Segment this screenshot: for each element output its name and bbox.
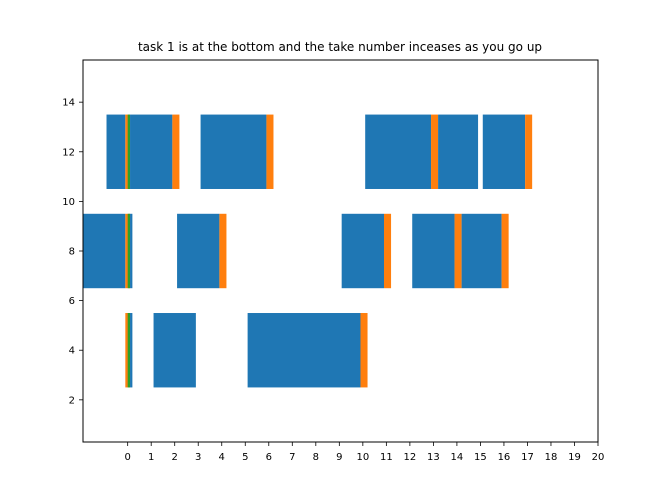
y-tick-label: 14 [62, 98, 75, 109]
x-tick-label: 0 [124, 452, 130, 463]
task-3-segment-1 [106, 114, 126, 189]
y-tick-label: 12 [62, 147, 75, 158]
x-tick-label: 14 [451, 452, 464, 463]
x-tick-label: 17 [521, 452, 534, 463]
task-3-segment-9 [431, 114, 439, 189]
x-tick-label: 10 [356, 452, 369, 463]
y-tick-label: 4 [69, 346, 75, 357]
x-tick-label: 18 [545, 452, 558, 463]
x-tick-label: 1 [148, 452, 154, 463]
chart-title: task 1 is at the bottom and the take num… [138, 40, 542, 54]
x-tick-label: 16 [498, 452, 511, 463]
x-tick-label: 12 [404, 452, 417, 463]
task-2-segment-3 [127, 213, 131, 289]
y-axis: 2 4 6 8 10 12 14 [62, 98, 83, 406]
x-tick-label: 15 [474, 452, 487, 463]
task-3-segment-5 [172, 114, 180, 189]
x-tick-label: 19 [568, 452, 581, 463]
x-tick-label: 4 [219, 452, 225, 463]
x-tick-label: 13 [427, 452, 440, 463]
x-tick-label: 5 [242, 452, 248, 463]
task-2-segment-5 [177, 213, 220, 289]
x-tick-label: 11 [380, 452, 393, 463]
y-tick-label: 10 [62, 197, 75, 208]
task-3-segment-6 [200, 114, 267, 189]
task-2-segment-1 [83, 213, 126, 289]
task-3-segment-4 [130, 114, 173, 189]
x-tick-label: 9 [336, 452, 342, 463]
y-tick-label: 2 [69, 395, 75, 406]
task-3-segment-7 [266, 114, 274, 189]
task-3-segment-3 [127, 114, 131, 189]
task-1-segment-3 [130, 313, 133, 388]
task-3-segment-10 [438, 114, 479, 189]
y-tick-label: 6 [69, 296, 75, 307]
task-2-segment-6 [219, 213, 227, 289]
y-tick-label: 8 [69, 247, 75, 258]
task-bars [83, 114, 533, 388]
x-tick-label: 2 [172, 452, 178, 463]
x-tick-label: 6 [266, 452, 272, 463]
task-3-segment-12 [525, 114, 533, 189]
task-2-segment-12 [501, 213, 509, 289]
x-tick-label: 20 [592, 452, 605, 463]
task-2-segment-8 [384, 213, 392, 289]
x-axis: 0 1 2 3 4 5 6 7 8 9 10 11 12 13 14 15 16 17 18 19 20 [124, 442, 604, 463]
task-3-segment-8 [365, 114, 432, 189]
x-tick-label: 8 [313, 452, 319, 463]
task-1-segment-5 [247, 313, 361, 388]
task-1-segment-4 [153, 313, 196, 388]
task-2-segment-4 [130, 213, 133, 289]
x-tick-label: 7 [289, 452, 295, 463]
plot-frame [82, 59, 599, 443]
x-tick-label: 3 [195, 452, 201, 463]
task-1-segment-6 [360, 313, 368, 388]
task-2-segment-9 [412, 213, 455, 289]
task-2-segment-11 [461, 213, 502, 289]
task-2-segment-7 [341, 213, 385, 289]
task-2-segment-10 [454, 213, 462, 289]
task-3-segment-11 [482, 114, 526, 189]
task-1-segment-2 [127, 313, 131, 388]
